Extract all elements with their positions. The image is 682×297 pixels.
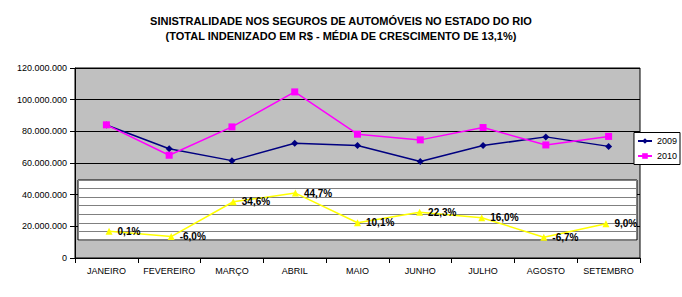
svg-text:JANEIRO: JANEIRO [87,266,126,276]
svg-text:22,3%: 22,3% [428,207,456,218]
svg-text:2009: 2009 [657,136,677,146]
svg-text:SETEMBRO: SETEMBRO [583,266,634,276]
svg-text:44,7%: 44,7% [304,188,332,199]
svg-text:SINISTRALIDADE NOS SEGUROS DE: SINISTRALIDADE NOS SEGUROS DE AUTOMÓVEIS… [150,15,532,27]
svg-text:34,6%: 34,6% [242,196,270,207]
svg-text:(TOTAL INDENIZADO EM R$ - MÉDI: (TOTAL INDENIZADO EM R$ - MÉDIA DE CRESC… [166,30,517,42]
svg-text:JUNHO: JUNHO [405,266,436,276]
svg-text:JULHO: JULHO [468,266,498,276]
svg-text:20.000.000: 20.000.000 [22,221,67,231]
svg-text:10,1%: 10,1% [366,217,394,228]
svg-text:ABRIL: ABRIL [282,266,308,276]
svg-text:120.000.000: 120.000.000 [17,63,67,73]
svg-text:MAIO: MAIO [346,266,369,276]
svg-text:-6,0%: -6,0% [180,231,206,242]
svg-text:FEVEREIRO: FEVEREIRO [143,266,195,276]
svg-text:2010: 2010 [657,151,677,161]
svg-text:AGOSTO: AGOSTO [527,266,565,276]
svg-text:MARÇO: MARÇO [215,266,249,276]
svg-text:-6,7%: -6,7% [552,232,578,243]
svg-text:0,1%: 0,1% [118,226,141,237]
svg-text:80.000.000: 80.000.000 [22,126,67,136]
svg-text:0: 0 [62,253,67,263]
svg-text:60.000.000: 60.000.000 [22,158,67,168]
svg-text:40.000.000: 40.000.000 [22,190,67,200]
svg-text:9,0%: 9,0% [614,218,637,229]
svg-text:16,0%: 16,0% [490,212,518,223]
svg-text:100.000.000: 100.000.000 [17,95,67,105]
